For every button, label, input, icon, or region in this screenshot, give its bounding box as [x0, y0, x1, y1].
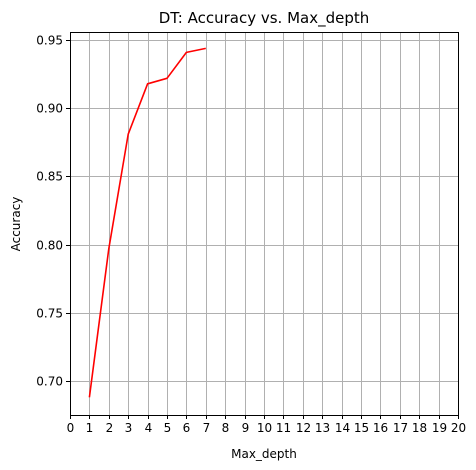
x-axis-label: Max_depth — [231, 447, 297, 461]
grid — [70, 32, 459, 415]
x-tick-label: 12 — [296, 421, 311, 435]
y-tick-label: 0.90 — [36, 102, 63, 116]
x-tick-label: 14 — [335, 421, 350, 435]
x-tick-label: 16 — [373, 421, 388, 435]
x-tick-label: 18 — [412, 421, 427, 435]
y-axis: 0.70 0.75 0.80 0.85 0.90 0.95 — [36, 34, 70, 389]
y-tick-label: 0.70 — [36, 375, 63, 389]
y-tick-label: 0.85 — [36, 170, 63, 184]
x-tick-label: 8 — [222, 421, 230, 435]
x-tick-label: 17 — [393, 421, 408, 435]
x-tick-label: 7 — [203, 421, 211, 435]
x-tick-label: 0 — [67, 421, 75, 435]
x-tick-label: 1 — [86, 421, 94, 435]
x-tick-label: 19 — [432, 421, 447, 435]
x-tick-label: 20 — [451, 421, 466, 435]
x-tick-label: 3 — [125, 421, 133, 435]
x-tick-label: 15 — [354, 421, 369, 435]
y-axis-label: Accuracy — [9, 197, 23, 252]
x-tick-label: 4 — [145, 421, 153, 435]
y-tick-label: 0.75 — [36, 307, 63, 321]
x-axis: 0 1 2 3 4 5 6 7 8 9 10 11 12 13 14 15 16 17 18 19 20 — [67, 415, 466, 435]
chart-title: DT: Accuracy vs. Max_depth — [159, 9, 370, 28]
series-line — [88, 47, 206, 398]
y-tick-label: 0.80 — [36, 239, 63, 253]
x-tick-label: 13 — [315, 421, 330, 435]
x-tick-label: 5 — [164, 421, 172, 435]
x-tick-label: 10 — [257, 421, 272, 435]
y-tick-label: 0.95 — [36, 34, 63, 48]
x-tick-label: 2 — [106, 421, 114, 435]
x-tick-label: 6 — [183, 421, 191, 435]
x-tick-label: 9 — [242, 421, 250, 435]
x-tick-label: 11 — [276, 421, 291, 435]
series-layer — [88, 47, 206, 398]
